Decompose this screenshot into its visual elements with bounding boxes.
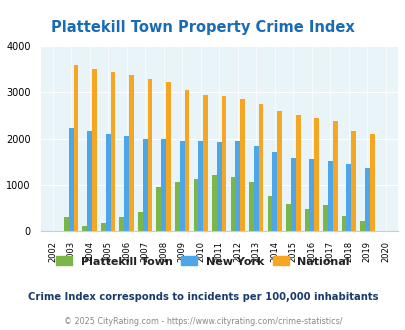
Bar [332,121,337,231]
Bar [304,209,309,231]
Bar [110,72,115,231]
Bar [87,131,92,231]
Bar [216,142,221,231]
Bar [64,217,68,231]
Bar [235,141,240,231]
Bar [350,130,355,231]
Bar [202,95,207,231]
Text: Plattekill Town Property Crime Index: Plattekill Town Property Crime Index [51,20,354,35]
Bar [248,182,253,231]
Bar [290,157,295,231]
Bar [341,216,345,231]
Bar [179,141,184,231]
Bar [267,196,272,231]
Bar [253,147,258,231]
Legend: Plattekill Town, New York, National: Plattekill Town, New York, National [56,256,349,267]
Bar [184,90,189,231]
Bar [327,161,332,231]
Bar [92,69,97,231]
Bar [147,79,152,231]
Bar [161,139,166,231]
Text: © 2025 CityRating.com - https://www.cityrating.com/crime-statistics/: © 2025 CityRating.com - https://www.city… [64,317,341,326]
Bar [138,212,143,231]
Bar [295,115,300,231]
Bar [175,182,179,231]
Bar [143,139,147,231]
Bar [272,152,277,231]
Bar [82,226,87,231]
Bar [211,175,216,231]
Bar [198,141,202,231]
Bar [313,118,318,231]
Bar [166,82,171,231]
Bar [240,99,244,231]
Bar [277,111,281,231]
Bar [369,134,374,231]
Bar [364,168,369,231]
Bar [124,136,129,231]
Bar [286,204,290,231]
Bar [68,128,73,231]
Bar [221,96,226,231]
Bar [322,205,327,231]
Bar [156,187,161,231]
Bar [359,221,364,231]
Bar [101,223,105,231]
Bar [119,217,124,231]
Bar [193,179,198,231]
Bar [73,65,78,231]
Bar [129,75,134,231]
Bar [230,177,235,231]
Bar [345,164,350,231]
Bar [309,159,313,231]
Text: Crime Index corresponds to incidents per 100,000 inhabitants: Crime Index corresponds to incidents per… [28,292,377,302]
Bar [105,134,110,231]
Bar [258,104,263,231]
